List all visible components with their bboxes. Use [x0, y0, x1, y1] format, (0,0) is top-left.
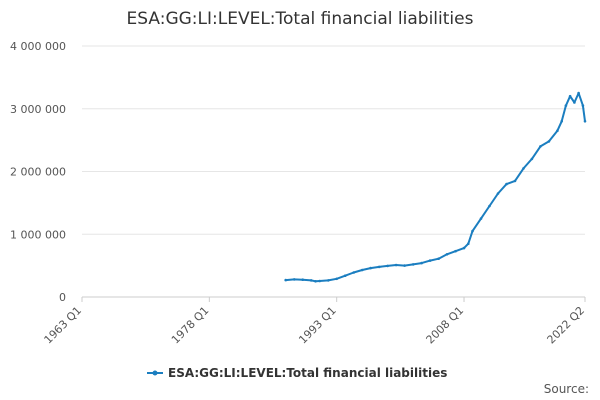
legend[interactable]: ESA:GG:LI:LEVEL:Total financial liabilit… — [147, 366, 447, 380]
data-point — [568, 94, 572, 98]
y-tick-label: 2 000 000 — [10, 166, 66, 179]
data-point — [301, 278, 305, 282]
data-point — [284, 278, 288, 282]
data-point — [386, 264, 389, 268]
data-point — [377, 265, 381, 269]
data-point — [522, 167, 525, 170]
x-axis-ticks: 1963 Q1 1978 Q1 1993 Q1 2008 Q1 2022 Q2 — [42, 297, 588, 347]
gridlines — [82, 45, 585, 235]
data-point — [352, 271, 356, 274]
data-point — [530, 157, 534, 161]
data-point — [309, 279, 313, 282]
series-line — [285, 92, 586, 283]
data-point — [454, 249, 457, 253]
data-point — [513, 179, 517, 183]
data-point — [428, 259, 432, 262]
x-tick-label: 1978 Q1 — [169, 304, 212, 347]
legend-dot-marker — [152, 370, 158, 376]
data-point — [411, 263, 415, 266]
y-tick-label: 4 000 000 — [10, 40, 66, 53]
data-point — [420, 261, 423, 265]
data-point — [462, 246, 466, 250]
data-point — [505, 182, 508, 186]
data-point — [547, 140, 551, 143]
y-tick-label: 0 — [59, 291, 66, 304]
data-point — [314, 280, 317, 283]
data-point — [577, 91, 580, 95]
data-point — [488, 204, 491, 208]
y-axis-ticks: 0 1 000 000 2 000 000 3 000 000 4 000 000 — [10, 40, 66, 304]
data-point — [437, 257, 440, 261]
data-point — [564, 104, 568, 107]
data-point — [360, 268, 364, 272]
data-point — [318, 279, 322, 283]
data-point — [573, 101, 576, 104]
x-tick-label: 2008 Q1 — [424, 304, 467, 347]
data-point — [556, 129, 559, 132]
series-layer — [284, 91, 587, 283]
data-point — [467, 242, 470, 245]
data-point — [292, 278, 296, 281]
chart-title: ESA:GG:LI:LEVEL:Total financial liabilit… — [127, 9, 474, 29]
data-point — [394, 263, 398, 267]
x-tick-label: 2022 Q2 — [545, 304, 588, 347]
data-point — [560, 120, 563, 123]
legend-label: ESA:GG:LI:LEVEL:Total financial liabilit… — [168, 366, 447, 380]
data-point — [369, 266, 372, 270]
source-label: Source: — [544, 382, 589, 396]
data-point — [583, 120, 587, 123]
data-point — [539, 145, 542, 148]
data-point — [471, 229, 474, 233]
data-point — [326, 279, 330, 282]
y-tick-label: 3 000 000 — [10, 103, 66, 116]
data-point — [445, 253, 449, 256]
data-point — [581, 104, 585, 107]
data-point — [335, 277, 339, 281]
y-tick-label: 1 000 000 — [10, 228, 66, 241]
data-point — [479, 217, 483, 220]
data-point — [496, 192, 500, 195]
x-tick-label: 1963 Q1 — [42, 304, 85, 347]
data-point — [403, 264, 406, 267]
data-point — [343, 274, 347, 278]
x-tick-label: 1993 Q1 — [296, 304, 339, 347]
